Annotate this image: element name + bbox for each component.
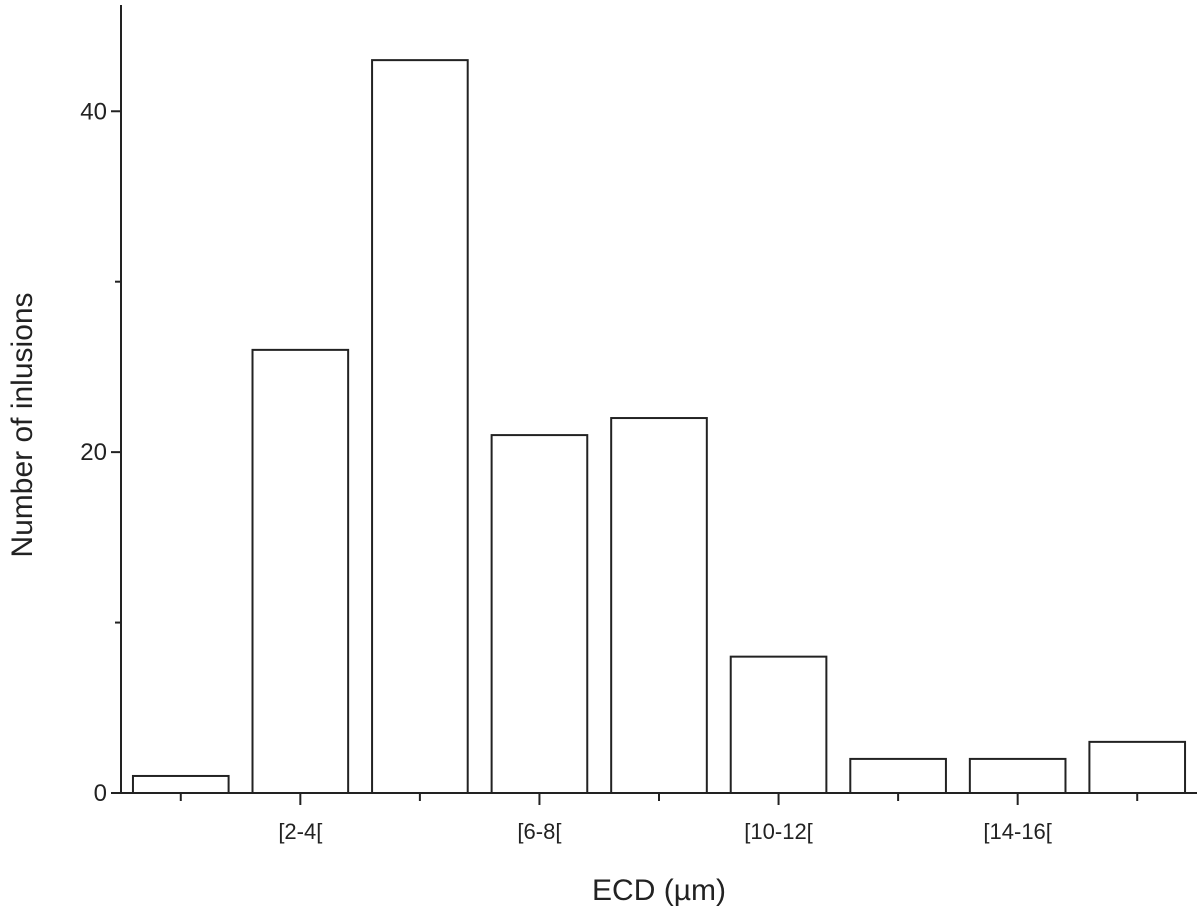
- y-tick-label-0: 0: [94, 780, 107, 807]
- x-tick-label-3: [6-8[: [517, 819, 561, 844]
- x-tick-label-1: [2-4[: [278, 819, 322, 844]
- x-tick-label-7: [14-16[: [983, 819, 1052, 844]
- y-tick-label-20: 20: [80, 439, 107, 466]
- bar-8: [1088, 740, 1187, 794]
- y-tick-label-40: 40: [80, 98, 107, 125]
- bar-5: [729, 655, 828, 795]
- x-ticks-group: [2-4[ [6-8[ [10-12[ [14-16[: [179, 793, 1139, 844]
- bar-3: [490, 434, 589, 794]
- bar-1: [251, 348, 350, 794]
- bar-2: [371, 59, 469, 794]
- y-ticks-group: 0 20 40: [80, 98, 121, 807]
- bar-6: [849, 757, 947, 794]
- bar-0: [131, 774, 230, 795]
- bars-group: [131, 59, 1187, 795]
- bar-4: [610, 417, 708, 794]
- x-tick-label-5: [10-12[: [744, 819, 813, 844]
- bar-7: [968, 757, 1067, 794]
- y-axis-title: Number of inlusions: [6, 292, 39, 557]
- x-axis-title: ECD (µm): [592, 874, 726, 907]
